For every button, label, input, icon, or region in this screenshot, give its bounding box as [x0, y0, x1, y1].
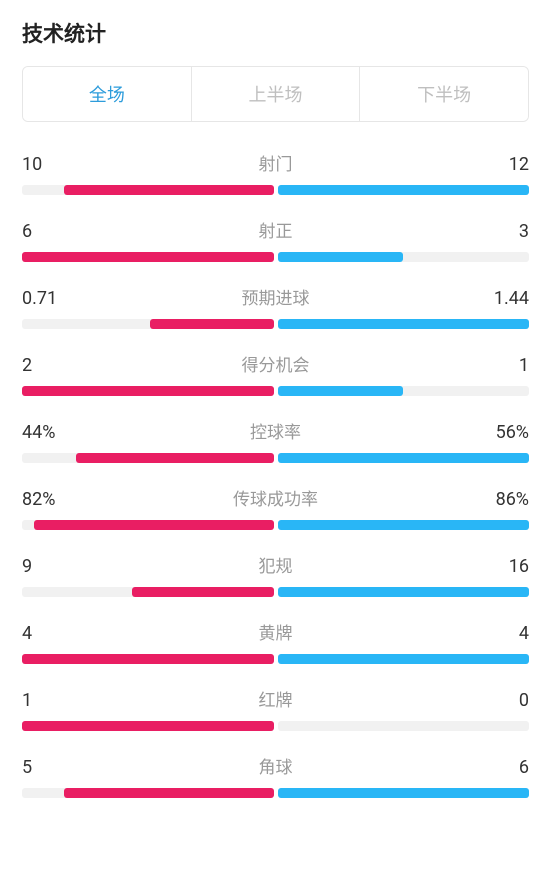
stat-row: 6射正3 — [22, 217, 529, 262]
stats-list: 10射门126射正30.71预期进球1.442得分机会144%控球率56%82%… — [22, 150, 529, 798]
stat-value-left: 2 — [22, 355, 82, 376]
stat-value-left: 9 — [22, 556, 82, 577]
stat-bar — [22, 520, 529, 530]
stat-name: 射正 — [82, 217, 469, 242]
stat-bar — [22, 319, 529, 329]
stat-name: 射门 — [82, 150, 469, 175]
stat-value-right: 0 — [469, 690, 529, 711]
stat-name: 预期进球 — [82, 284, 469, 309]
stat-value-left: 6 — [22, 221, 82, 242]
stat-name: 得分机会 — [82, 351, 469, 376]
stat-row: 0.71预期进球1.44 — [22, 284, 529, 329]
stat-value-right: 4 — [469, 623, 529, 644]
stat-value-right: 1.44 — [469, 288, 529, 309]
stat-name: 控球率 — [82, 418, 469, 443]
tab-0[interactable]: 全场 — [23, 67, 191, 121]
stat-value-left: 82% — [22, 489, 82, 510]
stat-row: 2得分机会1 — [22, 351, 529, 396]
stat-bar — [22, 721, 529, 731]
stat-value-left: 10 — [22, 154, 82, 175]
stat-value-right: 86% — [469, 489, 529, 510]
period-tabs: 全场上半场下半场 — [22, 66, 529, 122]
stat-row: 1红牌0 — [22, 686, 529, 731]
stat-bar — [22, 252, 529, 262]
stat-name: 犯规 — [82, 552, 469, 577]
tab-1[interactable]: 上半场 — [191, 67, 360, 121]
stat-row: 5角球6 — [22, 753, 529, 798]
stat-value-left: 5 — [22, 757, 82, 778]
stat-row: 82%传球成功率86% — [22, 485, 529, 530]
stat-bar — [22, 185, 529, 195]
stat-value-right: 16 — [469, 556, 529, 577]
stat-value-right: 1 — [469, 355, 529, 376]
stat-row: 44%控球率56% — [22, 418, 529, 463]
stat-row: 4黄牌4 — [22, 619, 529, 664]
stat-row: 9犯规16 — [22, 552, 529, 597]
stats-title: 技术统计 — [22, 18, 529, 48]
tab-2[interactable]: 下半场 — [359, 67, 528, 121]
stat-value-right: 6 — [469, 757, 529, 778]
stat-bar — [22, 788, 529, 798]
stat-name: 传球成功率 — [82, 485, 469, 510]
stat-value-left: 44% — [22, 422, 82, 443]
stat-value-left: 0.71 — [22, 288, 82, 309]
stat-bar — [22, 587, 529, 597]
stat-value-right: 3 — [469, 221, 529, 242]
stat-name: 角球 — [82, 753, 469, 778]
stat-bar — [22, 386, 529, 396]
stat-bar — [22, 453, 529, 463]
stat-value-right: 12 — [469, 154, 529, 175]
stat-value-right: 56% — [469, 422, 529, 443]
stat-bar — [22, 654, 529, 664]
stat-row: 10射门12 — [22, 150, 529, 195]
stat-value-left: 4 — [22, 623, 82, 644]
stat-value-left: 1 — [22, 690, 82, 711]
stat-name: 红牌 — [82, 686, 469, 711]
stat-name: 黄牌 — [82, 619, 469, 644]
